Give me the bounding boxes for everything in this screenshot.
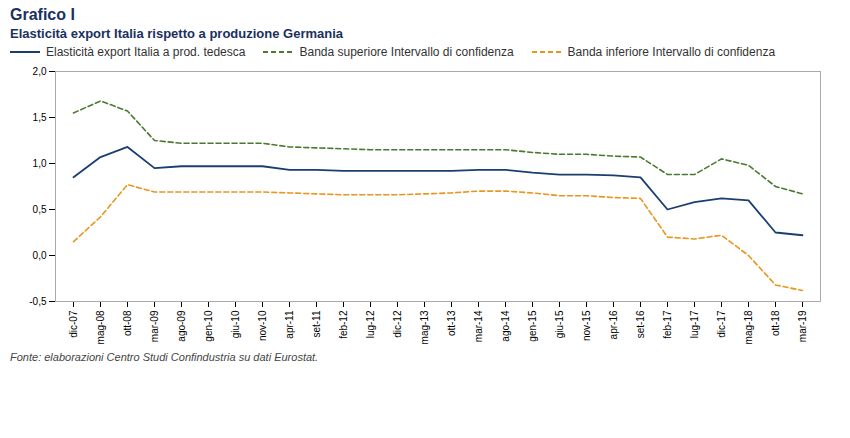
svg-text:set-16: set-16	[635, 310, 646, 338]
svg-text:feb-17: feb-17	[662, 310, 673, 339]
svg-text:dic-12: dic-12	[392, 310, 403, 338]
svg-text:nov-10: nov-10	[257, 310, 268, 341]
html-text:Elasticità export Italia rispe: Elasticità export Italia rispetto a prod…	[10, 26, 343, 41]
svg-text:mar-19: mar-19	[797, 310, 808, 342]
svg-text:mar-14: mar-14	[473, 310, 484, 342]
svg-text:set-11: set-11	[311, 310, 322, 337]
svg-text:mag-08: mag-08	[95, 310, 106, 344]
svg-text:ott-13: ott-13	[446, 310, 457, 336]
svg-text:gen-15: gen-15	[527, 310, 538, 342]
svg-text:mar-09: mar-09	[149, 310, 160, 342]
svg-text:1,5: 1,5	[33, 112, 47, 123]
svg-text:giu-15: giu-15	[554, 310, 565, 338]
svg-text:gen-10: gen-10	[203, 310, 214, 342]
svg-text:2,0: 2,0	[33, 66, 47, 77]
svg-text:1,0: 1,0	[33, 158, 47, 169]
svg-text:ago-09: ago-09	[176, 310, 187, 342]
svg-text:apr-16: apr-16	[608, 310, 619, 339]
svg-text:feb-12: feb-12	[338, 310, 349, 339]
svg-text:-0,5: -0,5	[29, 296, 47, 307]
svg-text:mag-18: mag-18	[743, 310, 754, 344]
html-text:Fonte: elaborazioni Centro Stu: Fonte: elaborazioni Centro Studi Confind…	[10, 351, 319, 363]
svg-text:0,5: 0,5	[33, 204, 47, 215]
html-text:Banda inferiore Intervallo di: Banda inferiore Intervallo di confidenza	[567, 45, 776, 59]
svg-text:dic-17: dic-17	[716, 310, 727, 338]
html-text:Banda superiore Intervallo di: Banda superiore Intervallo di confidenza	[299, 45, 514, 59]
svg-text:ott-08: ott-08	[122, 310, 133, 336]
svg-text:dic-07: dic-07	[68, 310, 79, 338]
svg-text:mag-13: mag-13	[419, 310, 430, 344]
svg-text:ago-14: ago-14	[500, 310, 511, 342]
svg-text:lug-17: lug-17	[689, 310, 700, 338]
html-text:Elasticità export Italia a pro: Elasticità export Italia a prod. tedesca	[46, 45, 246, 59]
svg-text:ott-18: ott-18	[770, 310, 781, 336]
svg-text:0,0: 0,0	[33, 250, 47, 261]
svg-text:nov-15: nov-15	[581, 310, 592, 341]
html-text:Grafico I: Grafico I	[10, 6, 75, 23]
svg-text:giu-10: giu-10	[230, 310, 241, 338]
svg-text:apr-11: apr-11	[284, 310, 295, 339]
svg-text:lug-12: lug-12	[365, 310, 376, 338]
